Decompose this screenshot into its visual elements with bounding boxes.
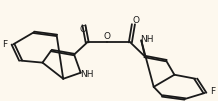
Text: O: O [79, 25, 86, 34]
Text: NH: NH [141, 35, 154, 44]
Text: O: O [103, 32, 110, 41]
Text: F: F [210, 87, 215, 96]
Text: O: O [132, 16, 139, 25]
Text: F: F [2, 40, 7, 49]
Text: NH: NH [80, 70, 94, 79]
